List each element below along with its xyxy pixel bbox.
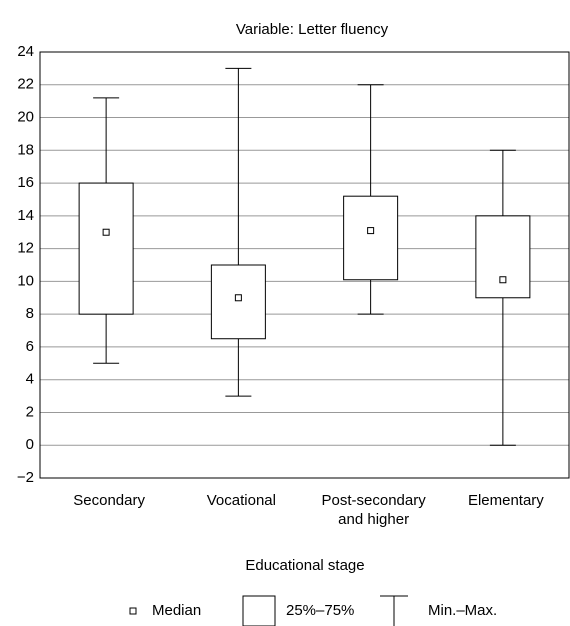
- box: [78, 182, 134, 315]
- x-tick-label: Elementary: [467, 492, 544, 509]
- chart-title: Variable: Letter fluency: [236, 21, 389, 38]
- y-tick-label: −2: [17, 469, 34, 486]
- x-tick-label: Vocational: [206, 492, 276, 509]
- y-tick-label: 16: [17, 174, 34, 191]
- y-tick-label: 18: [17, 141, 34, 158]
- y-tick-label: 4: [26, 371, 34, 388]
- box: [343, 195, 399, 281]
- y-tick-label: 2: [26, 403, 34, 420]
- x-axis-label: Educational stage: [245, 557, 364, 574]
- y-tick-label: 22: [17, 76, 34, 93]
- y-tick-label: 10: [17, 272, 34, 289]
- y-tick-label: 12: [17, 240, 34, 257]
- median-marker: [102, 228, 110, 236]
- median-marker: [367, 227, 375, 235]
- y-tick-label: 14: [17, 207, 34, 224]
- legend-median-icon: [129, 607, 137, 615]
- x-tick-label: Post-secondary and higher: [321, 492, 426, 528]
- median-marker: [499, 276, 507, 284]
- median-marker: [234, 294, 242, 302]
- plot-frame: [39, 51, 570, 479]
- legend-box-icon: [242, 595, 276, 626]
- box: [475, 215, 531, 299]
- legend-label: Median: [152, 602, 201, 619]
- y-tick-label: 0: [26, 436, 34, 453]
- box: [210, 264, 266, 340]
- y-tick-label: 20: [17, 109, 34, 126]
- y-tick-label: 8: [26, 305, 34, 322]
- y-tick-label: 6: [26, 338, 34, 355]
- legend-label: 25%–75%: [286, 602, 354, 619]
- legend-label: Min.–Max.: [428, 602, 497, 619]
- y-tick-label: 24: [17, 43, 34, 60]
- x-tick-label: Secondary: [73, 492, 145, 509]
